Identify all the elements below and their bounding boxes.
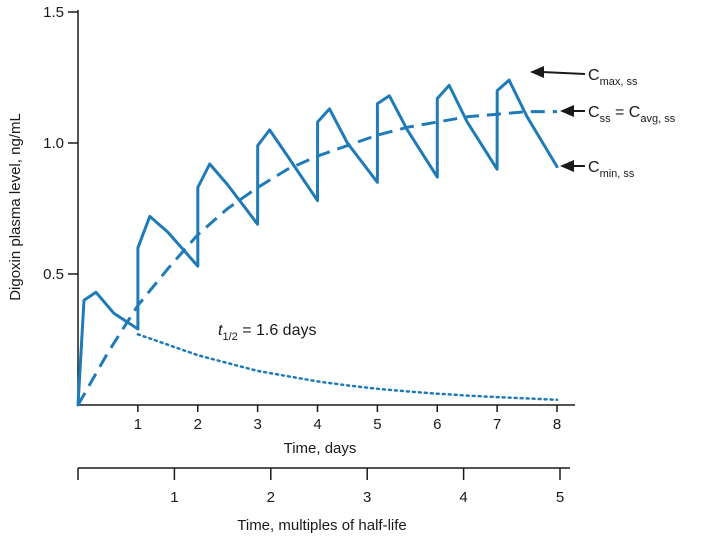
x-tick-label: 5	[373, 416, 381, 433]
series-line-solid	[76, 78, 559, 407]
css-annotation: Css = Cavg, ss	[560, 104, 676, 125]
y-axis-title: Digoxin plasma level, ng/mL	[7, 113, 24, 301]
cmax-annotation: Cmax, ss	[530, 66, 638, 88]
cmin-annotation: Cmin, ss	[560, 159, 635, 180]
x-ticks: 1 2 3 4 5 6 7 8	[134, 405, 561, 433]
series-line-dashed	[76, 110, 557, 406]
x-tick-label: 2	[194, 416, 202, 433]
cmax-label: Cmax, ss	[588, 67, 638, 88]
x-tick-label: 8	[553, 416, 561, 433]
half-life-label: t1/2 = 1.6 days	[218, 322, 316, 343]
x-tick-label: 6	[433, 416, 441, 433]
y-tick-label: 1.5	[43, 4, 64, 21]
series-layer	[76, 78, 559, 407]
x-tick-label: 4	[313, 416, 321, 433]
x2-axis-title: Time, multiples of half-life	[237, 517, 407, 534]
x-tick-label: 1	[134, 416, 142, 433]
x2-tick-label: 3	[363, 489, 371, 506]
x-tick-label: 3	[253, 416, 261, 433]
x2-tick-label: 4	[459, 489, 467, 506]
x2-tick-label: 1	[170, 489, 178, 506]
x-axis-title: Time, days	[284, 440, 357, 457]
y-ticks: 0.5 1.0 1.5	[43, 4, 78, 283]
cmin-arrow-head	[560, 160, 574, 172]
css-arrow-head	[560, 105, 574, 117]
x2-ticks: 1 2 3 4 5	[170, 468, 564, 506]
y-tick-label: 1.0	[43, 135, 64, 152]
x-tick-label: 7	[493, 416, 501, 433]
y-tick-label: 0.5	[43, 266, 64, 283]
x2-tick-label: 2	[267, 489, 275, 506]
cmax-arrow-head	[530, 66, 544, 78]
cmin-label: Cmin, ss	[588, 159, 635, 180]
cmax-arrow-line	[541, 71, 586, 75]
css-label: Css = Cavg, ss	[588, 104, 676, 125]
x2-tick-label: 5	[556, 489, 564, 506]
series-line-dotted	[136, 333, 559, 402]
